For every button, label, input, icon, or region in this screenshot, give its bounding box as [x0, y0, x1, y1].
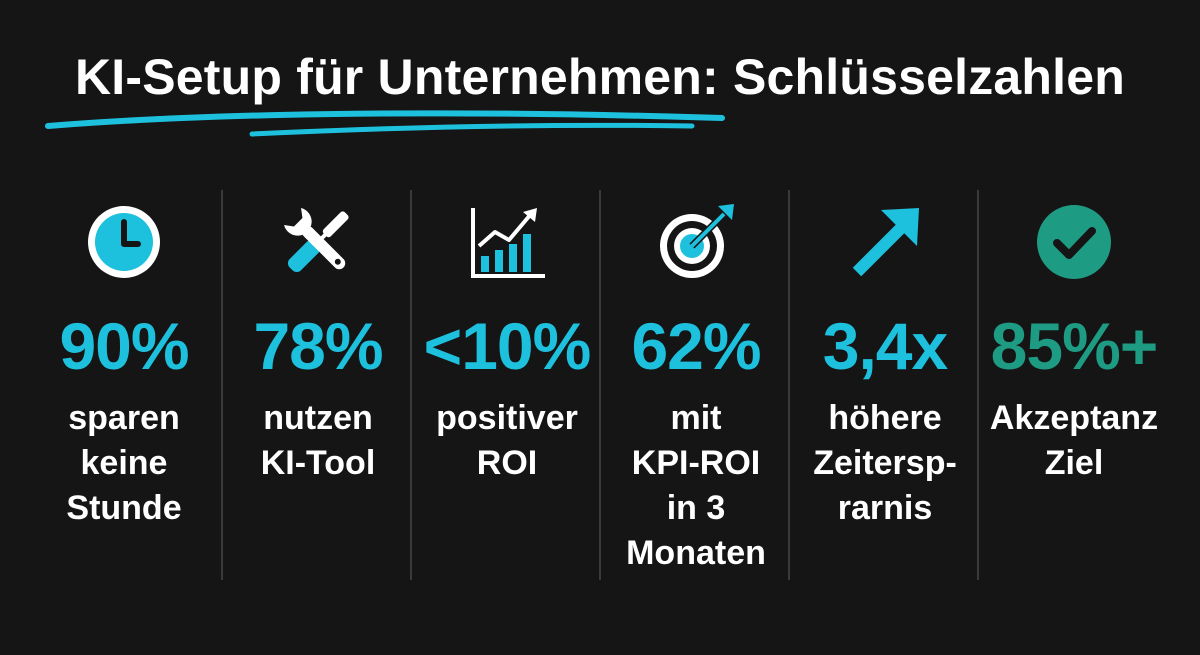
stat-column-6: 85%+ Akzeptanz Ziel [980, 190, 1168, 580]
column-divider [410, 190, 412, 580]
stat-value: 85%+ [990, 309, 1159, 383]
stat-label: Akzeptanz Ziel [989, 399, 1159, 482]
check-circle-icon [1032, 200, 1116, 284]
page-title: KI-Setup für Unternehmen: Schlüsselzahle… [74, 49, 1126, 105]
stat-value: 78% [253, 309, 383, 383]
arrow-up-right-icon [843, 200, 927, 284]
stat-column-4: 62% mit KPI-ROI in 3 Monaten [602, 190, 790, 580]
stat-label: mit KPI-ROI in 3 Monaten [626, 399, 766, 572]
target-icon [654, 200, 738, 284]
column-divider [788, 190, 790, 580]
stat-label: nutzen KI-Tool [260, 399, 376, 482]
clock-icon [82, 200, 166, 284]
stat-value: <10% [423, 309, 592, 383]
bar-chart-icon [465, 200, 549, 284]
stat-column-3: <10% positiver ROI [413, 190, 601, 580]
stat-column-5: 3,4x höhere Zeitersp- rarnis [791, 190, 979, 580]
stat-label: positiver ROI [436, 399, 578, 482]
column-divider [599, 190, 601, 580]
stat-label: sparen keine Stunde [66, 399, 182, 527]
title-underline [45, 110, 725, 137]
tools-icon [276, 200, 360, 284]
stat-value: 62% [631, 309, 761, 383]
stat-column-2: 78% nutzen KI-Tool [224, 190, 412, 580]
column-divider [977, 190, 979, 580]
stat-value: 3,4x [822, 309, 948, 383]
stat-value: 90% [59, 309, 189, 383]
stat-column-1: 90% sparen keine Stunde [30, 190, 218, 580]
column-divider [221, 190, 223, 580]
stat-label: höhere Zeitersp- rarnis [813, 399, 957, 527]
